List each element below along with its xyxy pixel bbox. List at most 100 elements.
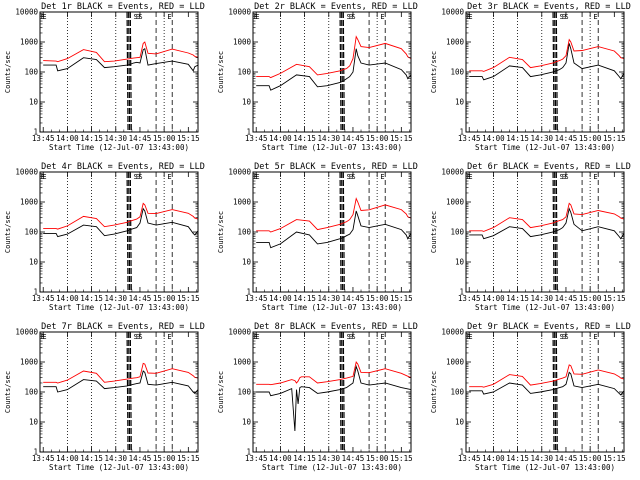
marker-letter: E — [255, 173, 259, 181]
flag-dash-line — [341, 331, 344, 453]
x-tick-label: 13:45 — [458, 134, 481, 143]
panel-title: Det 1r BLACK = Events, RED = LLD — [41, 2, 205, 12]
marker-letter: E — [593, 13, 597, 21]
x-tick-label: 14:00 — [56, 454, 79, 463]
x-tick-label: 14:45 — [129, 294, 152, 303]
plot-frame — [39, 11, 199, 133]
marker-letter: S — [136, 333, 140, 341]
lld-series-line — [256, 197, 412, 233]
x-tick-label: 14:30 — [530, 454, 553, 463]
x-tick-label: 14:15 — [506, 454, 529, 463]
x-tick-label: 14:45 — [555, 454, 578, 463]
x-tick-label: 14:15 — [80, 454, 103, 463]
flag-dash-line — [552, 331, 555, 453]
x-tick-label: 15:00 — [579, 454, 602, 463]
x-tick-label: 14:00 — [482, 134, 505, 143]
panel-9: Det 9r BLACK = Events, RED = LLDEESSSE11… — [430, 322, 631, 472]
y-axis-label: Counts/sec — [4, 211, 12, 253]
panel-6: Det 6r BLACK = Events, RED = LLDEESSSE11… — [430, 162, 631, 312]
y-tick-label: 1000 — [20, 358, 39, 367]
x-tick-label: 14:00 — [56, 134, 79, 143]
y-axis-label: Counts/sec — [430, 51, 438, 93]
y-tick-label: 1000 — [446, 358, 465, 367]
marker-letter: S — [562, 13, 566, 21]
flag-dash-line — [129, 171, 132, 293]
x-tick-label: 15:15 — [390, 454, 413, 463]
marker-letter: S — [347, 333, 351, 341]
marker-letter: S — [560, 173, 564, 181]
flag-dash-line — [126, 171, 129, 293]
y-tick-label: 1000 — [233, 198, 252, 207]
y-tick-label: 100 — [237, 388, 251, 397]
y-tick-label: 1000 — [446, 38, 465, 47]
x-tick-label: 14:30 — [317, 454, 340, 463]
marker-letter: S — [349, 333, 353, 341]
panel-title: Det 8r BLACK = Events, RED = LLD — [254, 322, 418, 332]
marker-letter: S — [136, 13, 140, 21]
x-tick-label: 13:45 — [245, 454, 268, 463]
marker-letter: S — [351, 13, 355, 21]
x-tick-label: 14:30 — [104, 454, 127, 463]
events-series-line — [256, 48, 412, 91]
x-tick-label: 14:30 — [317, 134, 340, 143]
x-tick-label: 14:45 — [342, 454, 365, 463]
x-tick-label: 14:30 — [530, 294, 553, 303]
y-tick-label: 1 — [459, 288, 464, 297]
x-axis-label: Start Time (12-Jul-07 13:43:00) — [262, 463, 402, 472]
y-tick-label: 100 — [24, 68, 38, 77]
x-axis-label: Start Time (12-Jul-07 13:43:00) — [475, 303, 615, 312]
y-axis-label: Counts/sec — [217, 51, 225, 93]
y-tick-label: 1 — [246, 128, 251, 137]
x-tick-label: 14:45 — [129, 454, 152, 463]
panel-1: Det 1r BLACK = Events, RED = LLDEESSSE11… — [4, 2, 205, 152]
marker-letter: E — [593, 173, 597, 181]
marker-letter: E — [468, 333, 472, 341]
x-tick-label: 13:45 — [32, 294, 55, 303]
x-tick-label: 14:15 — [293, 454, 316, 463]
y-tick-label: 1000 — [20, 38, 39, 47]
marker-letter: S — [134, 173, 138, 181]
marker-letter: S — [562, 173, 566, 181]
plot-frame — [465, 11, 625, 133]
x-tick-label: 14:15 — [80, 134, 103, 143]
flag-dash-line — [129, 11, 132, 133]
marker-letter: S — [564, 13, 568, 21]
panel-title: Det 6r BLACK = Events, RED = LLD — [467, 162, 631, 172]
panel-2: Det 2r BLACK = Events, RED = LLDEESSSE11… — [217, 2, 418, 152]
flag-dash-line — [129, 331, 132, 453]
flag-dash-line — [342, 171, 345, 293]
x-tick-label: 14:15 — [80, 294, 103, 303]
y-tick-label: 1 — [246, 288, 251, 297]
panel-title: Det 4r BLACK = Events, RED = LLD — [41, 162, 205, 172]
flag-dash-line — [342, 331, 345, 453]
lld-series-line — [469, 364, 625, 388]
y-tick-label: 100 — [450, 68, 464, 77]
marker-letter: S — [562, 333, 566, 341]
marker-letter: E — [255, 333, 259, 341]
lld-series-line — [469, 202, 625, 232]
marker-letter: E — [167, 13, 171, 21]
panel-8: Det 8r BLACK = Events, RED = LLDEESSSE11… — [217, 322, 418, 472]
x-tick-label: 14:45 — [342, 134, 365, 143]
marker-letter: E — [468, 173, 472, 181]
marker-letter: S — [136, 173, 140, 181]
marker-letter: S — [564, 333, 568, 341]
flag-dash-line — [555, 331, 558, 453]
plot-frame — [465, 331, 625, 453]
panel-3: Det 3r BLACK = Events, RED = LLDEESSSE11… — [430, 2, 631, 152]
flag-dash-line — [554, 11, 557, 133]
panel-title: Det 3r BLACK = Events, RED = LLD — [467, 2, 631, 12]
y-tick-label: 100 — [237, 68, 251, 77]
y-tick-label: 10 — [242, 98, 252, 107]
plot-frame — [39, 171, 199, 293]
x-tick-label: 14:15 — [506, 134, 529, 143]
y-tick-label: 10000 — [441, 168, 464, 177]
x-tick-label: 14:00 — [482, 454, 505, 463]
marker-letter: S — [134, 13, 138, 21]
x-axis-label: Start Time (12-Jul-07 13:43:00) — [262, 143, 402, 152]
y-tick-label: 10000 — [15, 168, 38, 177]
marker-letter: E — [42, 333, 46, 341]
marker-letter: E — [167, 333, 171, 341]
y-tick-label: 100 — [24, 228, 38, 237]
flag-dash-line — [554, 171, 557, 293]
